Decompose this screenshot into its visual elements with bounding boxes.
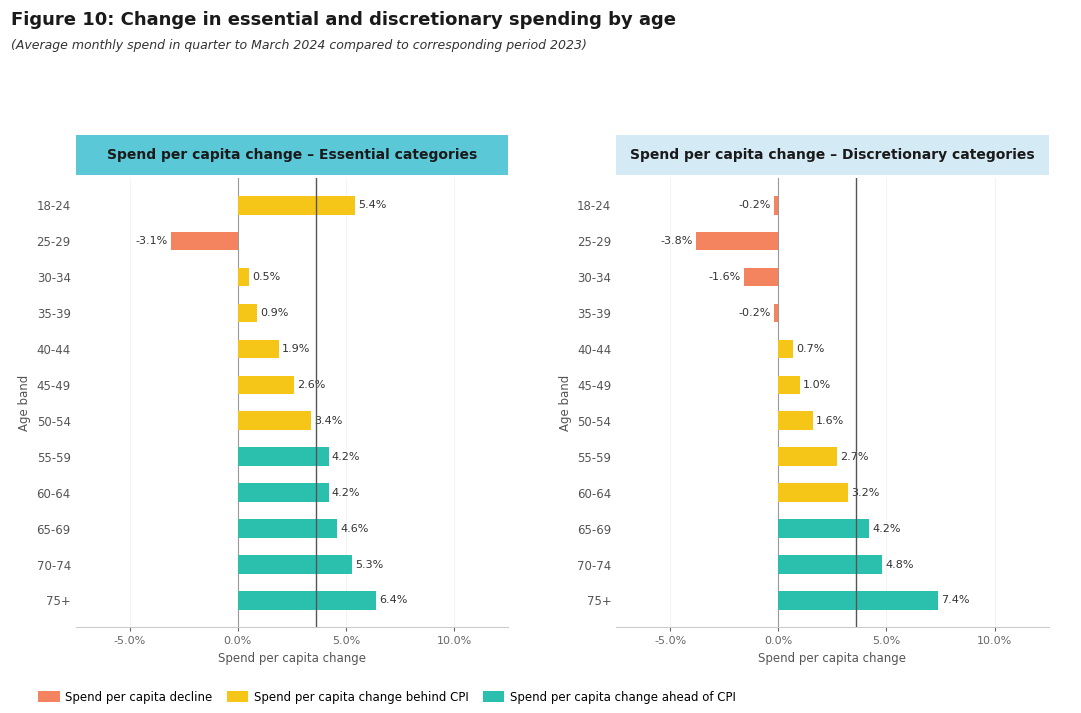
Bar [778, 447, 837, 466]
Bar [238, 555, 352, 574]
Bar [774, 196, 778, 215]
Text: 4.2%: 4.2% [872, 523, 900, 533]
Bar [774, 304, 778, 322]
Text: Spend per capita change – Discretionary categories: Spend per capita change – Discretionary … [630, 148, 1035, 162]
Text: 2.7%: 2.7% [840, 452, 868, 462]
Text: Figure 10: Change in essential and discretionary spending by age: Figure 10: Change in essential and discr… [11, 11, 676, 29]
Text: 3.4%: 3.4% [315, 416, 343, 426]
Text: 0.7%: 0.7% [797, 344, 825, 354]
Text: 6.4%: 6.4% [379, 595, 408, 605]
Bar [778, 519, 869, 538]
Text: 4.2%: 4.2% [332, 452, 360, 462]
Bar [778, 339, 793, 359]
Bar [238, 196, 355, 215]
Text: 0.9%: 0.9% [261, 308, 289, 318]
Bar [238, 339, 279, 359]
Text: 1.9%: 1.9% [282, 344, 310, 354]
Bar [238, 591, 376, 610]
Bar [778, 483, 848, 502]
Bar [238, 483, 329, 502]
Text: 4.2%: 4.2% [332, 488, 360, 498]
Bar [238, 267, 249, 287]
Text: -3.1%: -3.1% [135, 236, 168, 246]
Text: 4.6%: 4.6% [341, 523, 369, 533]
Bar [778, 411, 813, 430]
Text: 0.5%: 0.5% [252, 272, 280, 282]
Bar [238, 519, 337, 538]
Bar [171, 232, 238, 250]
Text: -1.6%: -1.6% [708, 272, 740, 282]
Bar [744, 267, 778, 287]
Text: 3.2%: 3.2% [851, 488, 879, 498]
Text: 7.4%: 7.4% [942, 595, 970, 605]
Bar [778, 591, 938, 610]
Text: 1.0%: 1.0% [803, 380, 831, 390]
Text: Spend per capita change – Essential categories: Spend per capita change – Essential cate… [107, 148, 477, 162]
Text: 4.8%: 4.8% [885, 560, 913, 570]
Bar [778, 555, 882, 574]
Text: -0.2%: -0.2% [738, 200, 771, 210]
Legend: Spend per capita decline, Spend per capita change behind CPI, Spend per capita c: Spend per capita decline, Spend per capi… [38, 690, 736, 704]
Text: (Average monthly spend in quarter to March 2024 compared to corresponding period: (Average monthly spend in quarter to Mar… [11, 39, 587, 52]
Text: ABS: CPI 3.6%: ABS: CPI 3.6% [279, 148, 352, 158]
Text: 5.4%: 5.4% [358, 200, 386, 210]
Text: 5.3%: 5.3% [356, 560, 384, 570]
Text: 2.6%: 2.6% [297, 380, 325, 390]
Bar [238, 411, 311, 430]
Y-axis label: Age band: Age band [18, 375, 31, 431]
X-axis label: Spend per capita change: Spend per capita change [218, 652, 365, 665]
X-axis label: Spend per capita change: Spend per capita change [759, 652, 906, 665]
Bar [238, 376, 294, 394]
Text: -0.2%: -0.2% [738, 308, 771, 318]
Text: ABS: CPI 3.6%: ABS: CPI 3.6% [819, 148, 893, 158]
Text: 1.6%: 1.6% [816, 416, 844, 426]
Bar [778, 376, 800, 394]
Y-axis label: Age band: Age band [559, 375, 572, 431]
Bar [696, 232, 778, 250]
Bar [238, 304, 257, 322]
Bar [238, 447, 329, 466]
Text: -3.8%: -3.8% [660, 236, 693, 246]
